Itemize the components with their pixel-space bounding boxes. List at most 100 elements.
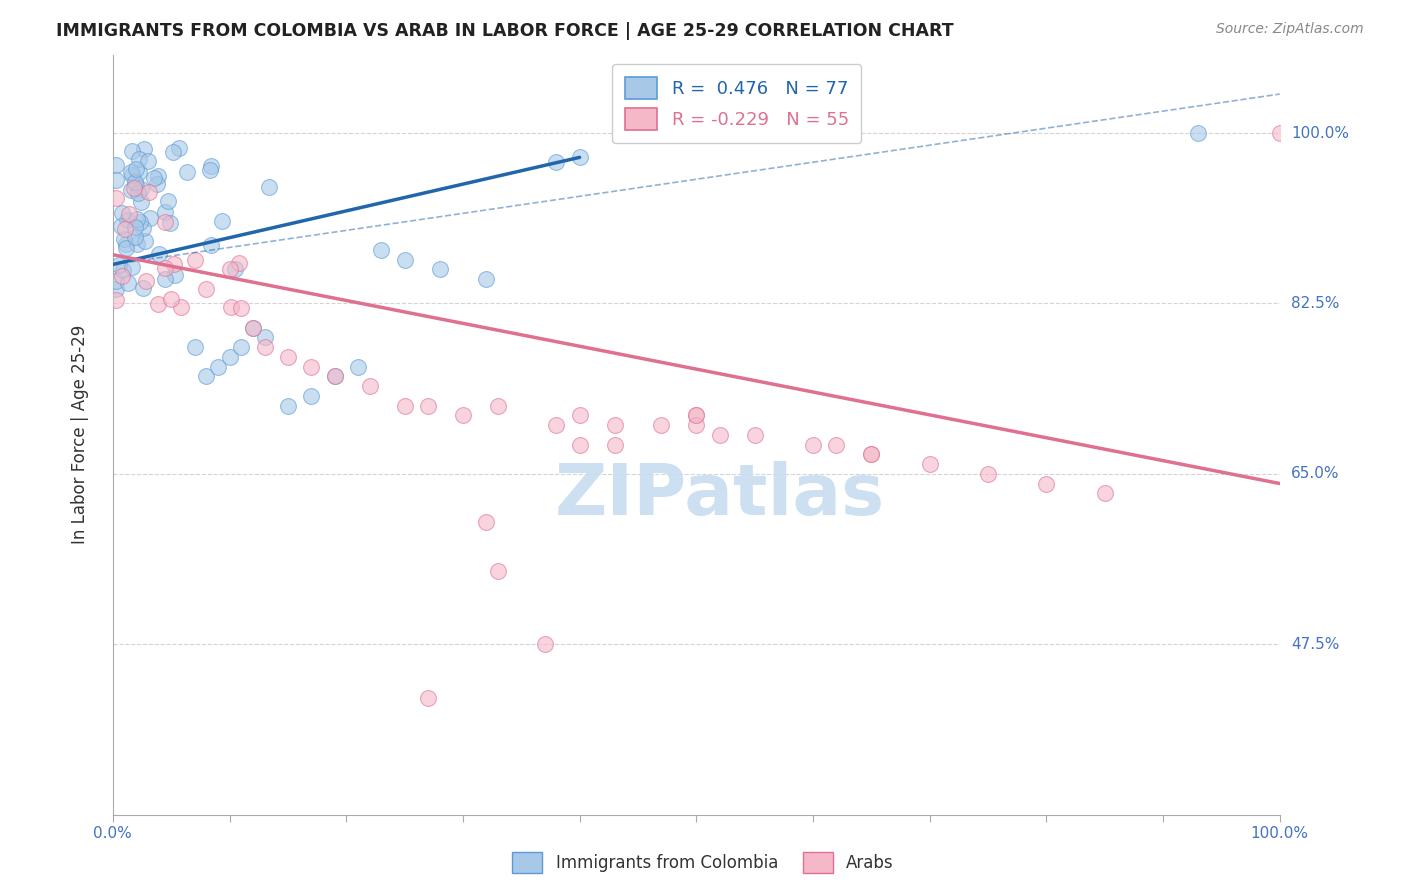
Point	[153, 260, 176, 275]
Point	[1268, 126, 1291, 140]
Point	[860, 447, 883, 461]
Point	[429, 262, 451, 277]
Point	[118, 207, 141, 221]
Point	[200, 238, 222, 252]
Point	[323, 369, 346, 384]
Text: 47.5%: 47.5%	[1291, 637, 1339, 652]
Point	[169, 141, 191, 155]
Point	[977, 467, 1000, 481]
Point	[129, 195, 152, 210]
Point	[277, 350, 299, 364]
Point	[218, 350, 240, 364]
Point	[125, 178, 148, 193]
Point	[148, 247, 170, 261]
Point	[183, 340, 205, 354]
Point	[128, 152, 150, 166]
Y-axis label: In Labor Force | Age 25-29: In Labor Force | Age 25-29	[72, 326, 89, 544]
Point	[160, 292, 183, 306]
Point	[257, 180, 280, 194]
Point	[1035, 476, 1057, 491]
Point	[163, 257, 186, 271]
Point	[183, 252, 205, 267]
Point	[685, 409, 707, 423]
Point	[685, 418, 707, 433]
Point	[475, 516, 498, 530]
Point	[211, 214, 233, 228]
Point	[603, 418, 626, 433]
Point	[1094, 486, 1116, 500]
Point	[231, 301, 253, 316]
Point	[603, 437, 626, 451]
Point	[568, 150, 591, 164]
Point	[650, 418, 672, 433]
Point	[127, 236, 149, 251]
Point	[709, 427, 731, 442]
Point	[231, 340, 253, 354]
Point	[139, 211, 162, 225]
Point	[112, 232, 135, 246]
Point	[195, 282, 218, 296]
Point	[370, 243, 392, 257]
Point	[359, 379, 381, 393]
Point	[124, 220, 146, 235]
Point	[155, 215, 177, 229]
Point	[198, 163, 221, 178]
Point	[134, 235, 156, 249]
Point	[299, 359, 322, 374]
Point	[115, 241, 138, 255]
Point	[475, 272, 498, 286]
Point	[176, 165, 198, 179]
Point	[105, 191, 128, 205]
Point	[121, 168, 143, 182]
Text: 82.5%: 82.5%	[1291, 296, 1339, 311]
Point	[114, 236, 136, 251]
Point	[219, 300, 242, 314]
Point	[121, 144, 143, 158]
Point	[157, 194, 180, 209]
Point	[124, 161, 146, 176]
Point	[228, 256, 250, 270]
Point	[568, 437, 591, 451]
Point	[129, 214, 152, 228]
Point	[159, 216, 181, 230]
Point	[394, 399, 416, 413]
Point	[135, 274, 157, 288]
Point	[138, 185, 160, 199]
Point	[124, 176, 146, 190]
Point	[105, 282, 128, 296]
Point	[122, 181, 145, 195]
Point	[153, 271, 176, 285]
Text: 65.0%: 65.0%	[1291, 467, 1340, 482]
Point	[568, 409, 591, 423]
Point	[110, 219, 132, 234]
Point	[486, 399, 509, 413]
Point	[111, 205, 134, 219]
Point	[111, 268, 134, 283]
Point	[120, 165, 142, 179]
Point	[114, 221, 136, 235]
Point	[107, 258, 129, 272]
Point	[299, 389, 322, 403]
Point	[115, 212, 138, 227]
Point	[105, 274, 128, 288]
Point	[105, 293, 128, 307]
Point	[277, 399, 299, 413]
Point	[132, 281, 155, 295]
Text: Source: ZipAtlas.com: Source: ZipAtlas.com	[1216, 22, 1364, 37]
Point	[132, 221, 155, 235]
Point	[451, 409, 474, 423]
Point	[416, 399, 439, 413]
Point	[163, 268, 186, 283]
Point	[129, 182, 152, 196]
Point	[533, 637, 555, 651]
Point	[200, 159, 222, 173]
Point	[124, 229, 146, 244]
Point	[128, 165, 150, 179]
Point	[127, 212, 149, 227]
Text: IMMIGRANTS FROM COLOMBIA VS ARAB IN LABOR FORCE | AGE 25-29 CORRELATION CHART: IMMIGRANTS FROM COLOMBIA VS ARAB IN LABO…	[56, 22, 953, 40]
Point	[224, 261, 246, 276]
Point	[242, 320, 264, 334]
Point	[146, 169, 169, 183]
Point	[136, 153, 159, 168]
Point	[146, 297, 169, 311]
